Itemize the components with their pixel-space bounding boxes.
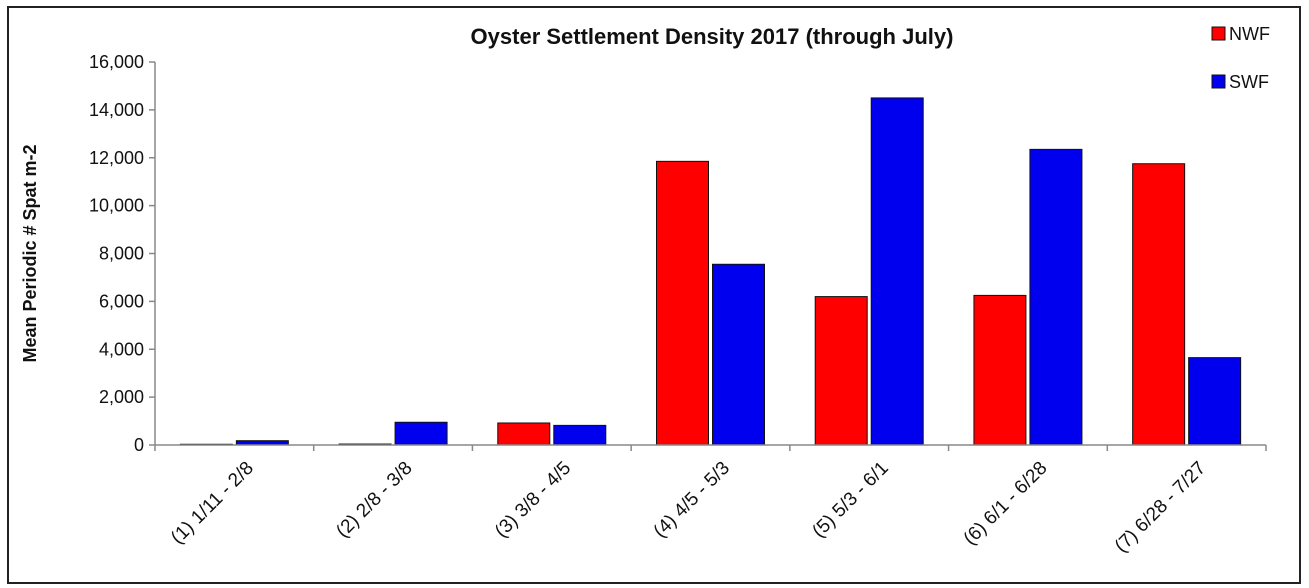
y-tick-label: 10,000 bbox=[89, 196, 144, 216]
y-tick-label: 12,000 bbox=[89, 148, 144, 168]
x-category-label: (1) 1/11 - 2/8 bbox=[167, 458, 258, 549]
y-tick-label: 14,000 bbox=[89, 100, 144, 120]
chart-frame bbox=[7, 6, 1301, 584]
y-tick-label: 0 bbox=[134, 435, 144, 455]
y-axis-label: Mean Periodic # Spat m-2 bbox=[20, 144, 40, 362]
bar-swf bbox=[394, 421, 448, 446]
y-tick-label: 4,000 bbox=[99, 339, 144, 359]
bar-swf bbox=[1029, 148, 1083, 446]
y-tick-label: 2,000 bbox=[99, 387, 144, 407]
legend-label-nwf: NWF bbox=[1229, 24, 1270, 44]
x-category-label: (4) 4/5 - 5/3 bbox=[650, 458, 734, 542]
bar-nwf bbox=[1132, 163, 1186, 446]
legend-swatch-nwf bbox=[1211, 26, 1226, 41]
y-tick-label: 16,000 bbox=[89, 52, 144, 72]
x-category-label: (7) 6/28 - 7/27 bbox=[1111, 458, 1210, 557]
legend-label-swf: SWF bbox=[1229, 72, 1269, 92]
bar-nwf bbox=[656, 160, 709, 446]
bar-nwf bbox=[497, 422, 551, 446]
bar-nwf bbox=[814, 296, 868, 446]
y-tick-label: 6,000 bbox=[99, 291, 144, 311]
chart-title: Oyster Settlement Density 2017 (through … bbox=[471, 24, 954, 49]
x-category-label: (5) 5/3 - 6/1 bbox=[808, 458, 892, 542]
x-category-label: (2) 2/8 - 3/8 bbox=[332, 458, 416, 542]
bar-swf bbox=[712, 263, 765, 446]
x-category-label: (6) 6/1 - 6/28 bbox=[960, 458, 1052, 550]
bar-swf bbox=[553, 424, 607, 446]
x-category-label: (3) 3/8 - 4/5 bbox=[491, 458, 575, 542]
bar-nwf bbox=[973, 294, 1027, 446]
bar-swf bbox=[1188, 357, 1242, 446]
bar-swf bbox=[870, 97, 924, 446]
y-tick-label: 8,000 bbox=[99, 244, 144, 264]
legend-swatch-swf bbox=[1211, 74, 1226, 89]
